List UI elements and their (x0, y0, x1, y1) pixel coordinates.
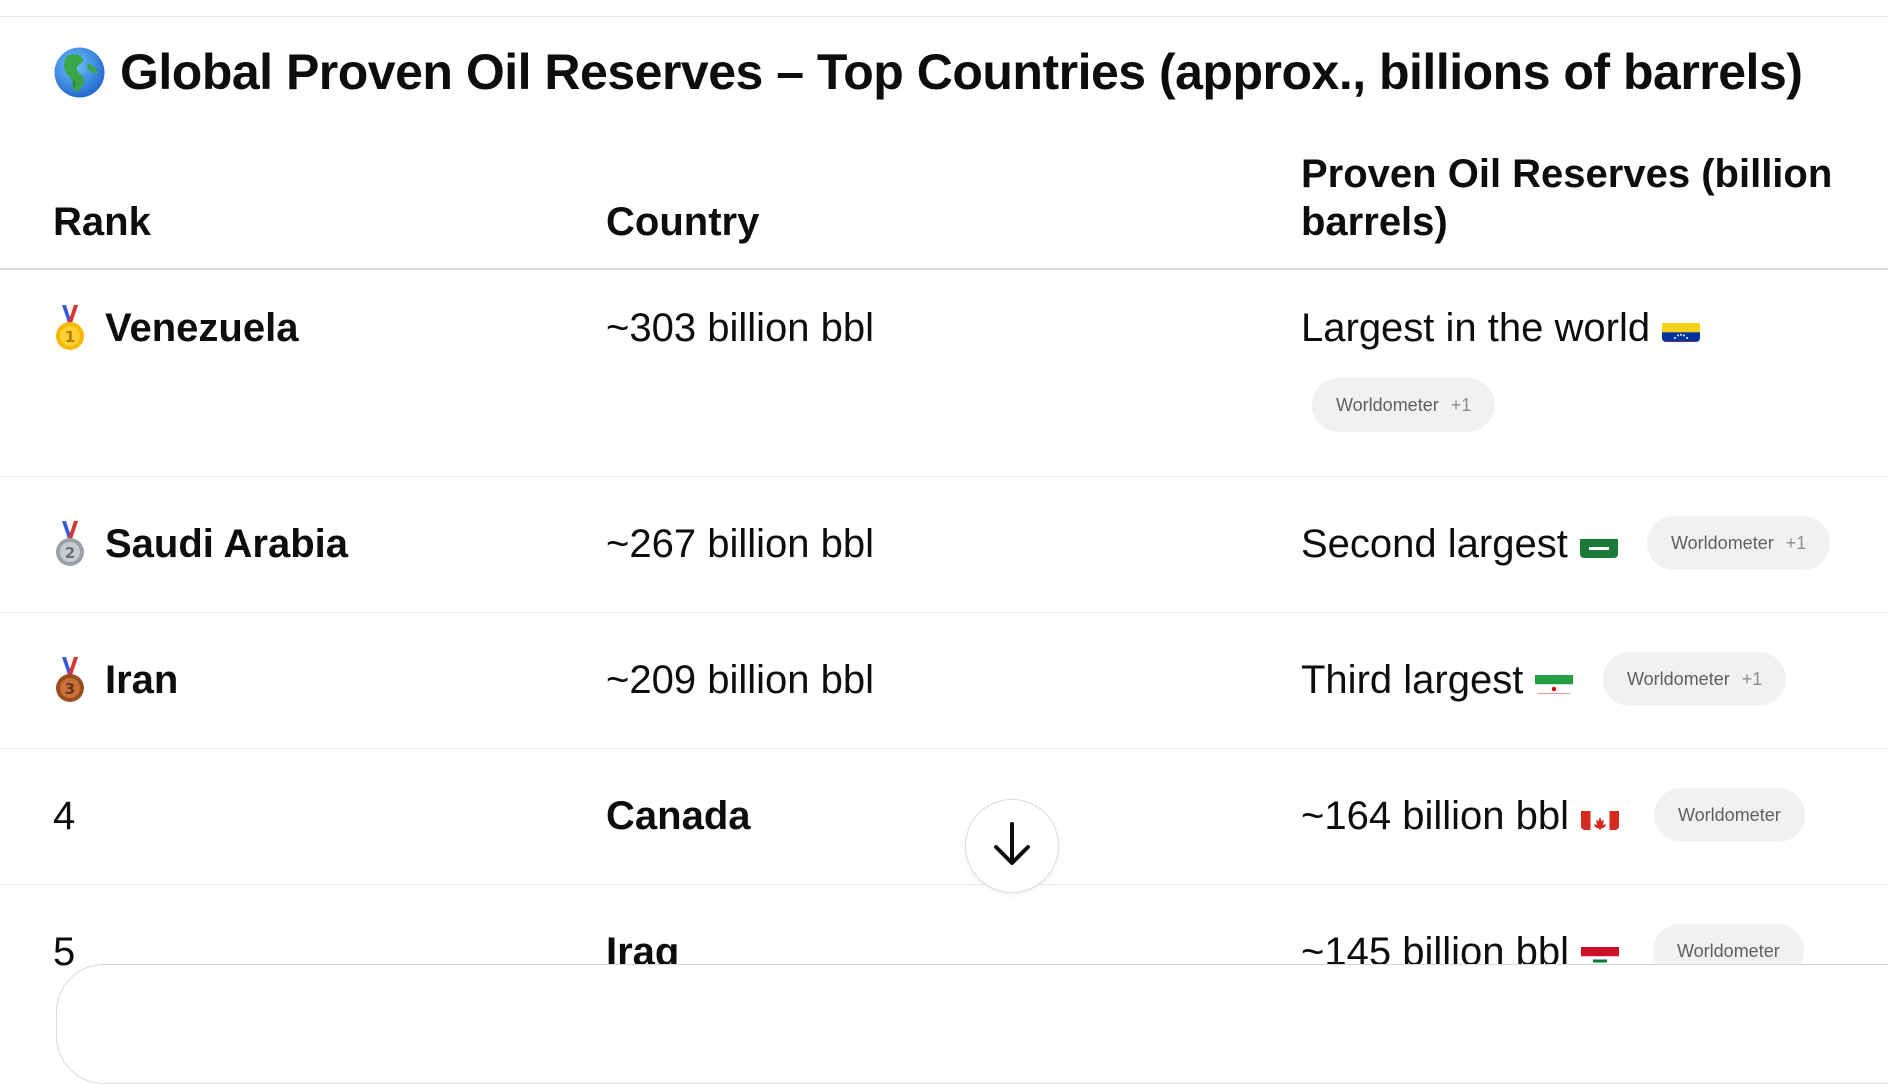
source-label: Worldometer (1671, 533, 1774, 554)
reserves-table: Rank Country Proven Oil Reserves (billio… (0, 140, 1888, 1020)
table-row: 4 Canada ~164 billion bbl Worldometer (0, 749, 1888, 885)
arrow-down-icon (990, 820, 1034, 873)
iraq-flag-icon (1581, 938, 1619, 966)
note-cell: Third largest (1301, 656, 1573, 704)
note-cell: Second largest (1301, 520, 1618, 568)
note-text: Second largest (1301, 520, 1568, 568)
canada-flag-icon (1581, 802, 1619, 830)
note-text: Third largest (1301, 656, 1523, 704)
reserves-value: ~164 billion bbl (1301, 792, 1569, 840)
scroll-to-bottom-button[interactable] (965, 799, 1059, 893)
table-header: Rank Country Proven Oil Reserves (billio… (0, 140, 1888, 270)
header-reserves: Proven Oil Reserves (billion barrels) (1301, 150, 1861, 246)
rank-number: 4 (53, 792, 75, 840)
source-more-count: +1 (1786, 533, 1807, 554)
source-more-count: +1 (1451, 395, 1472, 416)
gold-medal-icon: 1 (53, 305, 87, 351)
venezuela-flag-icon (1662, 314, 1700, 342)
rank-cell: 3 Iran (53, 656, 178, 704)
silver-medal-icon: 2 (53, 521, 87, 567)
top-divider (0, 16, 1888, 17)
source-label: Worldometer (1336, 395, 1439, 416)
reserves-value: ~209 billion bbl (606, 656, 874, 704)
source-chip[interactable]: Worldometer (1654, 788, 1805, 842)
message-composer[interactable] (56, 964, 1888, 1084)
page-title: Global Proven Oil Reserves – Top Countri… (53, 40, 1888, 104)
country-name: Venezuela (105, 304, 298, 352)
rank-number: 5 (53, 928, 75, 976)
iran-flag-icon (1535, 666, 1573, 694)
header-country: Country (606, 198, 759, 246)
table-row: 3 Iran ~209 billion bbl Third largest Wo… (0, 613, 1888, 749)
globe-icon (53, 46, 106, 99)
country-name: Iran (105, 656, 178, 704)
note-cell: Largest in the world (1301, 304, 1700, 352)
source-chip[interactable]: Worldometer +1 (1603, 652, 1786, 706)
header-rank: Rank (53, 198, 151, 246)
source-chip[interactable]: Worldometer +1 (1312, 378, 1495, 432)
source-label: Worldometer (1627, 669, 1730, 690)
country-name: Canada (606, 792, 751, 840)
saudi-arabia-flag-icon (1580, 530, 1618, 558)
table-row: 1 Venezuela ~303 billion bbl Largest in … (0, 270, 1888, 477)
table-row: 2 Saudi Arabia ~267 billion bbl Second l… (0, 477, 1888, 613)
rank-cell: 1 Venezuela (53, 304, 298, 352)
note-cell: ~164 billion bbl (1301, 792, 1619, 840)
svg-text:3: 3 (65, 680, 75, 698)
page-title-text: Global Proven Oil Reserves – Top Countri… (120, 43, 1802, 101)
source-label: Worldometer (1677, 941, 1780, 962)
bronze-medal-icon: 3 (53, 657, 87, 703)
source-chip[interactable]: Worldometer +1 (1647, 516, 1830, 570)
note-text: Largest in the world (1301, 304, 1650, 352)
country-name: Saudi Arabia (105, 520, 348, 568)
source-more-count: +1 (1742, 669, 1763, 690)
svg-text:1: 1 (65, 328, 75, 346)
reserves-value: ~303 billion bbl (606, 304, 874, 352)
source-label: Worldometer (1678, 805, 1781, 826)
svg-text:2: 2 (65, 544, 75, 562)
reserves-value: ~267 billion bbl (606, 520, 874, 568)
rank-cell: 2 Saudi Arabia (53, 520, 348, 568)
